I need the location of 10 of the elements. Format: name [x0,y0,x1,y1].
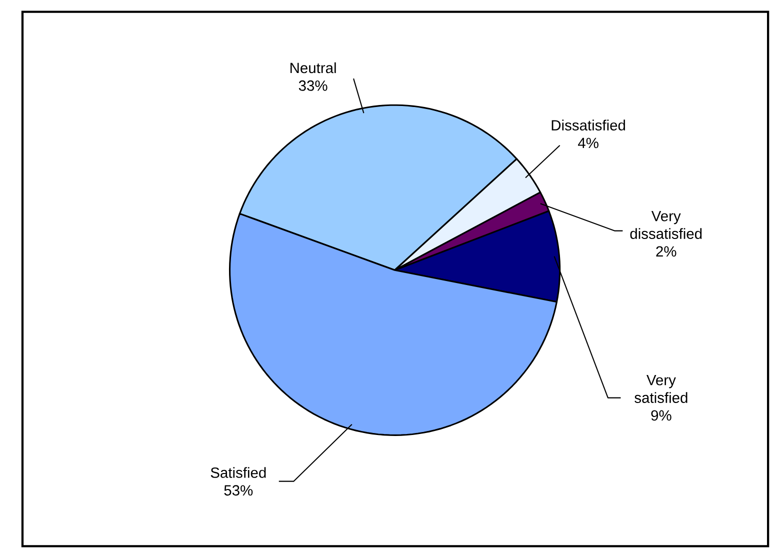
slice-label: Dissatisfied [552,120,626,130]
slice-label: Satisfied [210,467,266,478]
slice-label: Neutral [290,62,336,74]
data-label: 4% [578,138,598,148]
data-label: 2% [656,246,676,257]
data-label: 33% [298,80,328,91]
slice-label: Very dissatisfied [630,210,702,239]
slice-label: Very satisfied [634,374,688,403]
data-label: 9% [651,410,672,421]
data-label: 53% [224,485,253,496]
